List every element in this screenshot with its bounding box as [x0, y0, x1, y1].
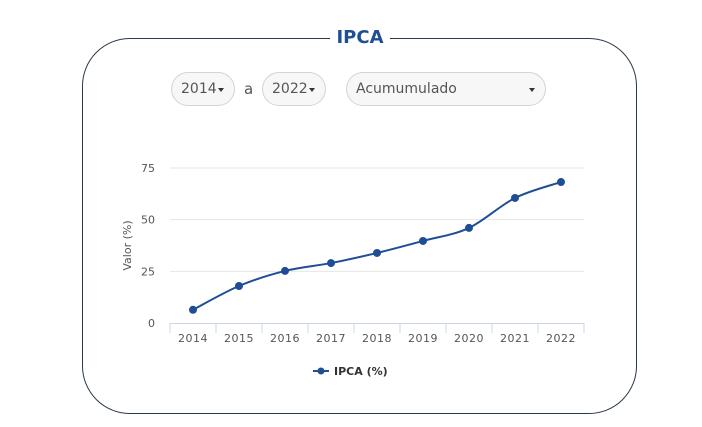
data-point — [281, 266, 289, 275]
range-separator: a — [244, 80, 254, 98]
to-year-select[interactable]: 2022 — [262, 72, 326, 106]
data-point — [557, 178, 565, 187]
x-tick-label: 2017 — [316, 332, 346, 345]
data-point — [189, 305, 197, 314]
x-tick-label: 2018 — [362, 332, 392, 345]
legend-label: IPCA (%) — [334, 365, 388, 378]
data-point — [465, 223, 473, 232]
y-tick-label: 0 — [148, 317, 155, 330]
caret-down-icon — [218, 88, 224, 92]
mode-value: Acumumulado — [356, 81, 457, 97]
x-tick-label: 2015 — [224, 332, 254, 345]
y-tick-label: 75 — [141, 162, 155, 175]
caret-down-icon — [529, 88, 535, 92]
data-point — [235, 282, 243, 291]
x-tick-label: 2019 — [408, 332, 438, 345]
series-line — [192, 181, 562, 311]
chart-title: IPCA — [330, 24, 390, 52]
data-point — [327, 259, 335, 268]
x-tick-label: 2016 — [270, 332, 300, 345]
x-tick-label: 2022 — [546, 332, 576, 345]
legend-marker — [317, 367, 325, 375]
caret-down-icon — [309, 88, 315, 92]
data-point — [373, 248, 381, 257]
y-tick-label: 25 — [141, 265, 155, 278]
to-year-value: 2022 — [272, 81, 308, 97]
y-tick-label: 50 — [141, 214, 155, 227]
from-year-select[interactable]: 2014 — [171, 72, 235, 106]
x-tick-label: 2021 — [500, 332, 530, 345]
mode-select[interactable]: Acumumulado — [346, 72, 546, 106]
from-year-value: 2014 — [181, 81, 217, 97]
data-point — [419, 236, 427, 245]
data-point — [511, 193, 519, 202]
x-tick-label: 2020 — [454, 332, 484, 345]
x-tick-label: 2014 — [178, 332, 208, 345]
y-axis-title: Valor (%) — [121, 220, 134, 270]
